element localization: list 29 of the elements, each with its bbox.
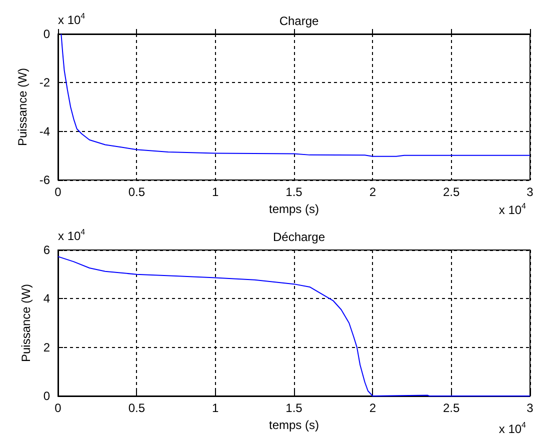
y-axis-title: Puissance (W): [15, 68, 30, 146]
y-tick-label: 0: [43, 389, 50, 403]
x-tick-label: 2.5: [442, 401, 460, 415]
x-axis-title: temps (s): [268, 202, 320, 216]
chart-title: Décharge: [272, 230, 326, 244]
y-tick-label: 6: [43, 243, 50, 257]
x-axis-title: temps (s): [268, 418, 320, 432]
x-tick-label: 0: [54, 401, 62, 415]
y-tick-label: -6: [39, 173, 50, 187]
x-tick-label: 1.5: [286, 185, 303, 199]
y-tick-label: 4: [43, 292, 50, 306]
x-tick-label: 1.5: [286, 401, 303, 415]
y-axis-title: Puissance (W): [19, 284, 33, 362]
x-tick-label: 2: [369, 185, 376, 199]
line-series: [60, 34, 530, 157]
chart-title: Charge: [279, 14, 320, 28]
x-tick-label: 3: [526, 185, 534, 199]
y-tick-label: 0: [43, 27, 50, 41]
x-tick-label: 2.5: [442, 185, 460, 199]
x-tick-label: 0.5: [128, 401, 146, 415]
y-tick-label: -2: [39, 76, 50, 90]
x-tick-label: 0: [54, 185, 62, 199]
y-tick-label: 2: [43, 340, 50, 354]
x-tick-label: 0.5: [128, 185, 146, 199]
x-tick-label: 3: [526, 401, 534, 415]
x-tick-label: 1: [212, 401, 219, 415]
x-tick-label: 1: [212, 185, 219, 199]
y-tick-label: -4: [39, 124, 50, 138]
x-tick-label: 2: [369, 401, 376, 415]
